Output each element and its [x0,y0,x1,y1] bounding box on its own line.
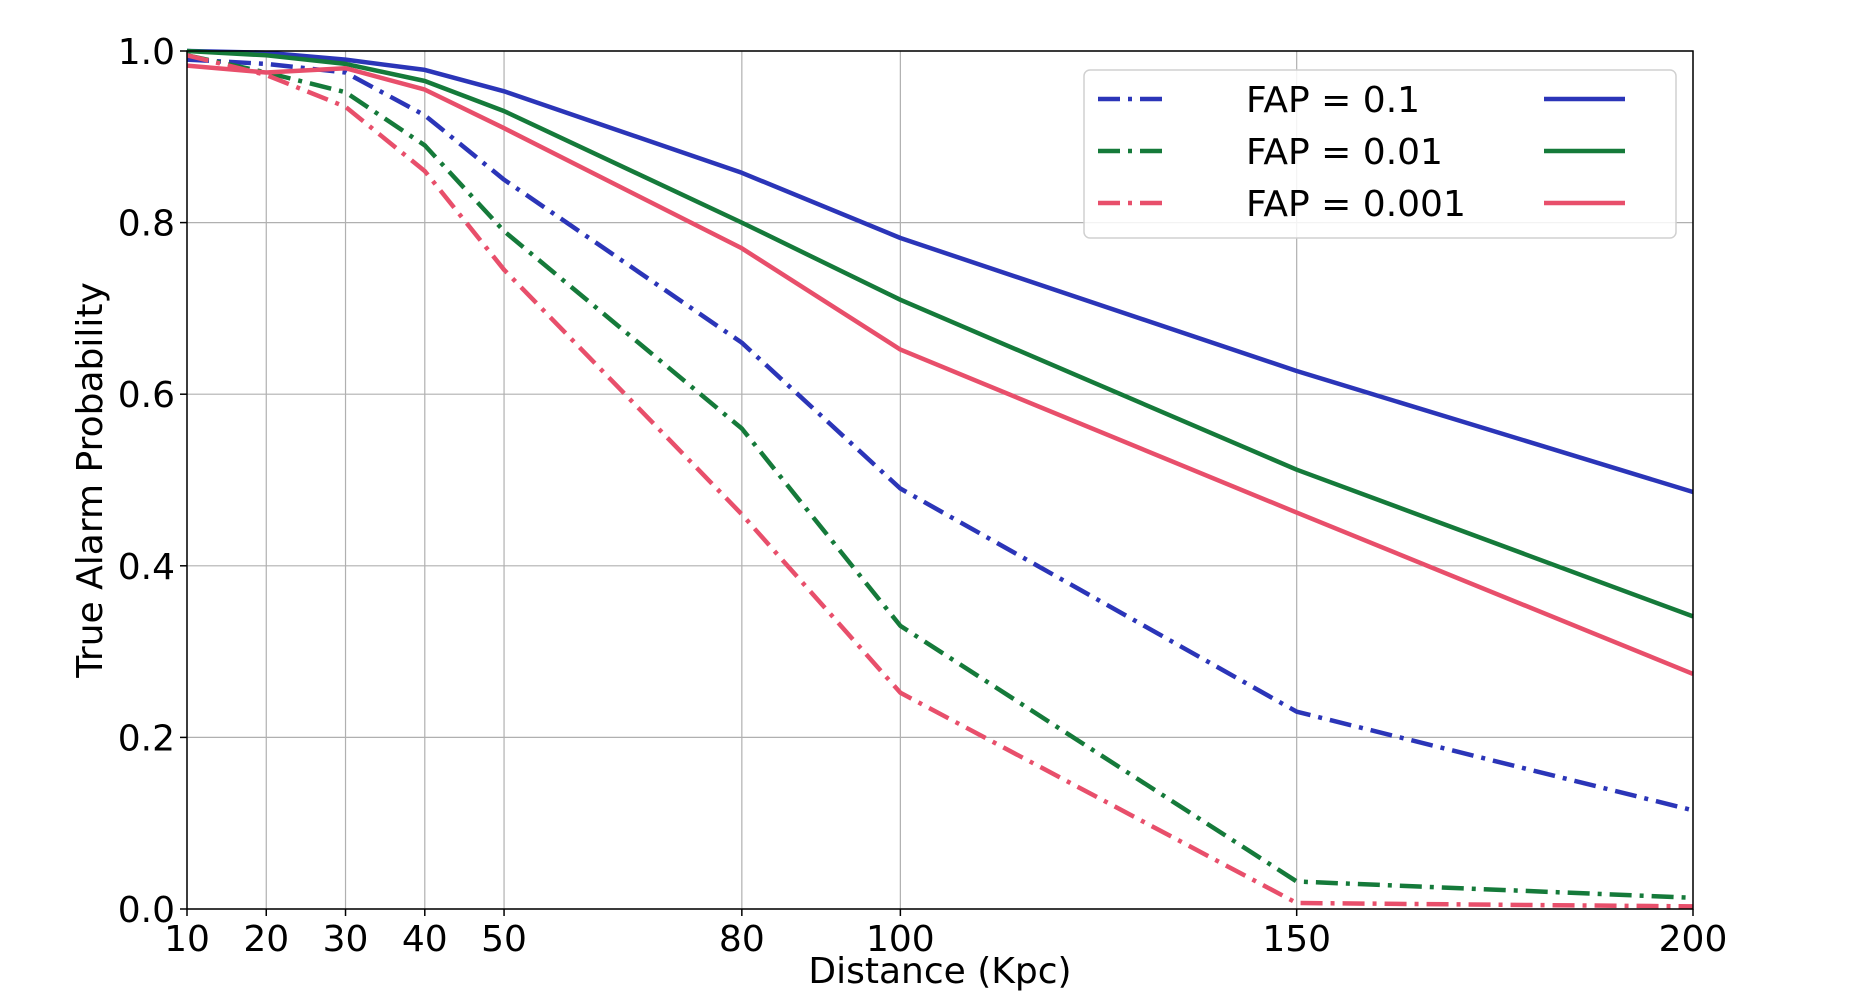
y-tick-label: 0.0 [118,890,175,931]
x-tick-label: 200 [1659,919,1728,960]
plot-frame [186,50,1694,910]
x-tick-label: 150 [1262,919,1331,960]
legend-label-1: FAP = 0.01 [1246,132,1443,173]
series-line-4-dashdot [186,53,1694,909]
x-tick-label: 100 [866,919,935,960]
legend-box [1083,69,1677,239]
series-line-2-dashdot [186,53,1694,901]
series-line-3-solid [186,48,1694,619]
y-axis-label: True Alarm Probability [70,282,111,679]
series-line-1-solid [186,48,1694,495]
y-axis-ticks: 0.0 0.2 0.4 0.6 0.8 1.0 [118,32,187,931]
x-tick-label: 80 [719,919,765,960]
legend-label-2: FAP = 0.001 [1246,184,1466,225]
legend-label-0: FAP = 0.1 [1246,80,1420,121]
x-tick-label: 40 [402,919,448,960]
y-tick-label: 0.8 [118,204,175,245]
x-tick-label: 50 [481,919,527,960]
x-tick-label: 30 [323,919,369,960]
series-lines [186,48,1694,909]
x-axis-label: Distance (Kpc) [808,951,1071,992]
series-line-0-dashdot [186,57,1694,813]
x-tick-label: 10 [164,919,210,960]
series-line-5-solid [186,63,1694,676]
y-tick-label: 0.2 [118,718,175,759]
x-tick-label: 20 [243,919,289,960]
y-tick-label: 1.0 [118,32,175,73]
y-tick-label: 0.6 [118,375,175,416]
legend: FAP = 0.1 FAP = 0.01 FAP = 0.001 [1083,69,1677,239]
x-axis-ticks: 10 20 30 40 50 80 100 150 200 [164,909,1727,960]
y-tick-label: 0.4 [118,547,175,588]
